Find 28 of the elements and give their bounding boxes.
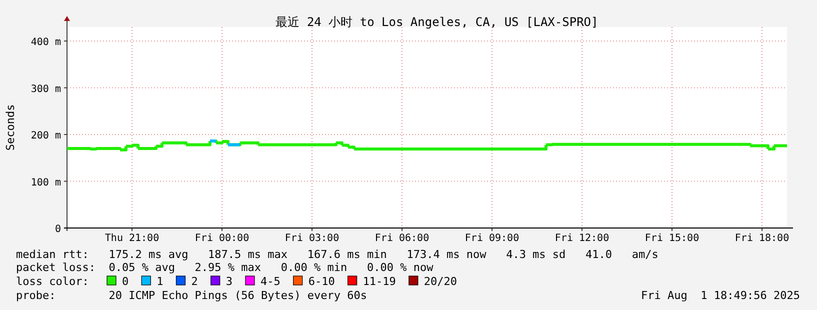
text: packet loss: 0.05 % avg 2.95 % max 0.00 % min 0.00 % now — [16, 261, 434, 274]
legend-label: 3 — [226, 275, 232, 288]
legend-label: 0 — [122, 275, 129, 288]
legend-title: loss color: — [16, 275, 89, 288]
x-tick-label: Fri 15:00 — [644, 233, 700, 244]
legend-label: 11-19 — [362, 275, 396, 288]
y-tick-label: 300 m — [30, 84, 61, 95]
x-tick-label: Thu 21:00 — [104, 233, 160, 244]
x-tick-label: Fri 18:00 — [734, 233, 790, 244]
x-tick-label: Fri 03:00 — [284, 233, 340, 244]
chart-title: 最近 24 小时 to Los Angeles, CA, US [LAX-SPRO] — [276, 15, 598, 29]
y-tick-label: 400 m — [30, 37, 61, 48]
legend-label: 20/20 — [424, 275, 458, 288]
y-tick-label: 0 — [54, 224, 61, 235]
x-tick-label: Fri 06:00 — [374, 233, 430, 244]
text: probe: 20 ICMP Echo Pings (56 Bytes) every 60s — [16, 289, 367, 302]
x-tick-label: Fri 12:00 — [554, 233, 610, 244]
legend-label: 6-10 — [308, 275, 335, 288]
y-tick-label: 100 m — [30, 177, 61, 188]
y-axis-title: Seconds — [4, 104, 17, 151]
x-tick-label: Fri 00:00 — [194, 233, 250, 244]
x-tick-label: Fri 09:00 — [464, 233, 520, 244]
legend-label: 4-5 — [260, 275, 280, 288]
legend-label: 2 — [191, 275, 198, 288]
legend-label: 1 — [156, 275, 164, 288]
text: Fri Aug 1 18:49:56 2025 — [641, 289, 800, 302]
y-tick-label: 200 m — [30, 130, 61, 142]
text: median rtt: 175.2 ms avg 187.5 ms max 167.6 ms min 173.4 ms now 4.3 ms sd 41.0 am/s — [16, 248, 658, 261]
